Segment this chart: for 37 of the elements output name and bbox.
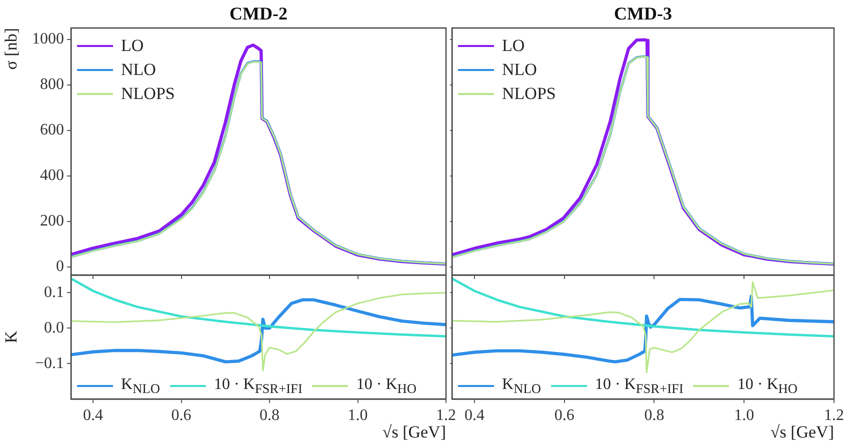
y-tick-label: 200 — [40, 212, 64, 230]
y-tick-label: 0.0 — [44, 319, 64, 336]
x-tick-label: 0.6 — [554, 406, 574, 424]
legend-label: NLO — [121, 60, 156, 80]
x-tick-label: 0.8 — [644, 406, 664, 424]
x-axis-title: √s [GeV] — [382, 422, 446, 442]
y-tick-label: 600 — [40, 122, 64, 139]
x-axis-title: √s [GeV] — [770, 422, 834, 442]
y-tick-label: 400 — [40, 167, 64, 184]
x-tick-label: 0.6 — [171, 406, 192, 424]
legend-label: NLOPS — [121, 84, 175, 104]
legend-label: NLO — [502, 60, 537, 80]
legend-label: K$_{NLO}$ — [502, 376, 541, 397]
y-tick-label: 0 — [56, 258, 64, 276]
legend-label: 10 · K$_{HO}$ — [737, 376, 798, 397]
legend-label: 10 · K$_{FSR+IFI}$ — [214, 376, 302, 397]
x-tick-label: 1.0 — [734, 406, 754, 424]
x-tick-label: 1.2 — [436, 406, 456, 424]
y-tick-label: 800 — [40, 76, 64, 94]
y-tick-label: 1000 — [32, 30, 64, 48]
y-tick-label: −0.1 — [34, 354, 64, 372]
y-axis-title: σ [nb] — [2, 28, 21, 70]
chart-title: CMD-2 — [230, 4, 288, 24]
legend-label: 10 · K$_{HO}$ — [356, 376, 417, 397]
legend-label: LO — [121, 36, 144, 56]
x-tick-label: 1.2 — [824, 406, 844, 424]
x-tick-label: 0.8 — [260, 406, 280, 424]
x-tick-label: 1.0 — [348, 406, 368, 424]
legend-label: LO — [502, 36, 525, 56]
legend-label: 10 · K$_{FSR+IFI}$ — [594, 376, 684, 397]
y-tick-label: 0.1 — [44, 284, 64, 301]
x-tick-label: 0.4 — [83, 406, 104, 424]
legend-label: K$_{NLO}$ — [121, 376, 160, 397]
legend-label: NLOPS — [502, 84, 556, 104]
y-axis-title: K — [2, 330, 21, 344]
chart-title: CMD-3 — [614, 4, 672, 24]
x-tick-label: 0.4 — [464, 406, 484, 424]
